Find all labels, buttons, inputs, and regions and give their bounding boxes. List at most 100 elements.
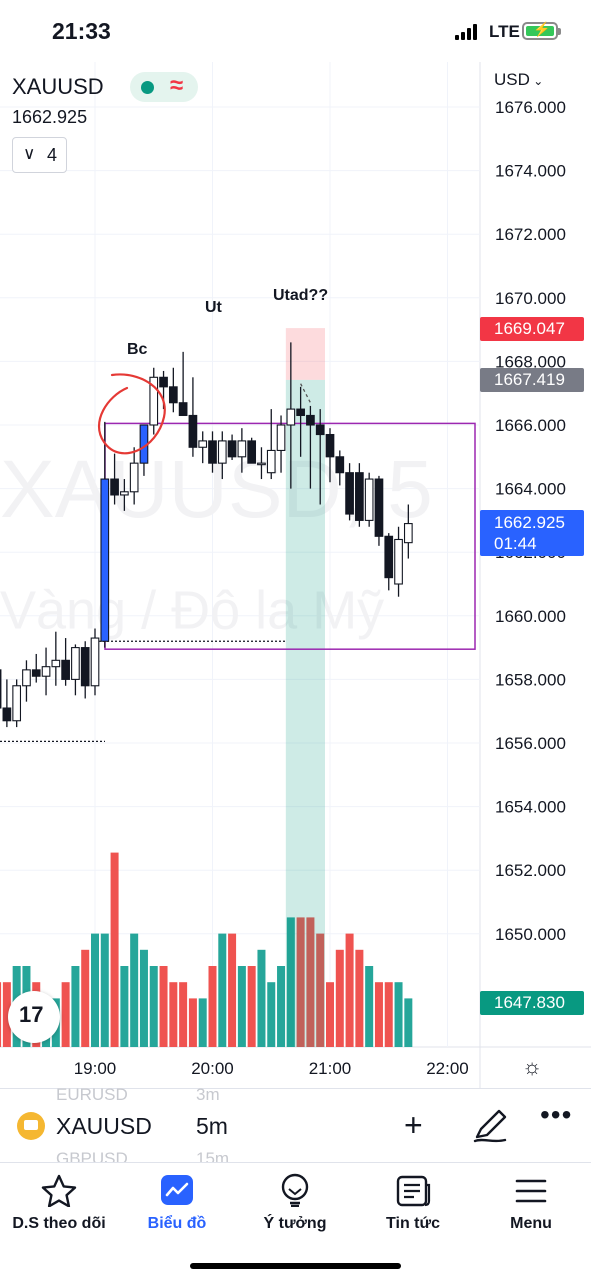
tab-label: Ý tưởng (263, 1215, 327, 1232)
volume-bar (237, 966, 246, 1047)
volume-bar (149, 966, 158, 1047)
chart-icon (161, 1175, 193, 1205)
tab-ideas[interactable]: Ý tưởng (236, 1169, 354, 1239)
currency-label: USD (494, 70, 530, 89)
price-tick-label: 1672.000 (495, 225, 566, 244)
tab-label: Tin tức (386, 1215, 440, 1232)
candle-body (364, 478, 374, 521)
price-chart[interactable]: 1676.000 1674.000 1672.000 1670.000 1668.000… (0, 62, 591, 1088)
tab-chart[interactable]: Biểu đồ (118, 1169, 236, 1239)
volume-bar (296, 917, 305, 1047)
candle-body (71, 647, 80, 680)
network-label: LTE (489, 22, 520, 41)
candle-body (90, 637, 100, 687)
symbol-selector[interactable]: XAUUSD (56, 1113, 152, 1139)
price-tick-label: 1668.000 (495, 352, 566, 371)
pen-icon (473, 1109, 507, 1143)
volume-bar (345, 933, 354, 1047)
market-open-icon (141, 81, 154, 94)
candle-body (61, 659, 70, 680)
volume-bar (71, 966, 80, 1047)
gear-icon[interactable]: ☼ (522, 1054, 543, 1079)
volume-bar (2, 982, 11, 1047)
tab-menu[interactable]: Menu (472, 1169, 590, 1239)
candle-body (266, 449, 276, 474)
candle-body (51, 659, 61, 668)
candle-body (345, 472, 354, 515)
price-tick-label: 1676.000 (495, 98, 566, 117)
timeframe-selector[interactable]: 5m (196, 1113, 228, 1139)
volume-bar (198, 998, 207, 1047)
candle-body (325, 433, 335, 458)
candle-body (12, 685, 22, 722)
prev-timeframe-ghost: 3m (196, 1085, 220, 1104)
add-indicator-button[interactable]: + (404, 1107, 423, 1143)
candle-body (374, 478, 384, 537)
candle-body (335, 456, 345, 474)
annotation-utad: Utad?? (273, 287, 328, 304)
candle-body (394, 538, 403, 585)
volume-bar (110, 852, 119, 1047)
hand-drawn-circle (97, 373, 166, 455)
candle-body (247, 440, 257, 464)
volume-bar (394, 982, 403, 1047)
candle-body (188, 414, 198, 448)
more-options-button[interactable]: ••• (540, 1099, 573, 1130)
candle-body (110, 478, 119, 496)
volume-bar (130, 933, 139, 1047)
candle-body (306, 414, 315, 426)
signal-icon (455, 24, 481, 40)
target-zone (285, 379, 325, 1047)
annotation-bc: Bc (127, 341, 148, 358)
prev-symbol-ghost: EURUSD (56, 1085, 128, 1104)
indicators-toggle-button[interactable]: ∨ 4 (12, 137, 67, 173)
price-tick-label: 1654.000 (495, 798, 566, 817)
candle-body (257, 462, 266, 466)
price-tick-label: 1670.000 (495, 289, 566, 308)
last-price: 1662.925 (494, 513, 565, 532)
candle-body (237, 440, 247, 458)
volume-bar (316, 933, 325, 1047)
tradingview-logo[interactable]: 17 (8, 991, 60, 1043)
drawing-tools-button[interactable] (473, 1107, 507, 1145)
volume-bar (81, 949, 90, 1047)
tab-watchlist[interactable]: D.S theo dõi (0, 1169, 118, 1239)
candle-body (227, 440, 237, 458)
chevron-down-icon: ⌄ (529, 74, 544, 88)
hamburger-icon (515, 1179, 547, 1203)
volume-bar (179, 982, 188, 1047)
candle-body (296, 408, 305, 417)
delayed-data-icon: ≈ (170, 72, 184, 99)
tab-news[interactable]: Tin tức (354, 1169, 472, 1239)
volume-bar (355, 949, 364, 1047)
currency-button[interactable]: USD ⌄ (494, 70, 543, 90)
chart-area[interactable]: 1676.000 1674.000 1672.000 1670.000 1668.000… (0, 62, 591, 1088)
candle-body (100, 478, 110, 642)
candle-body (286, 408, 296, 426)
volume-bar (306, 917, 315, 1047)
watermark-description: Vàng / Đô la Mỹ (0, 581, 384, 641)
status-time: 21:33 (52, 18, 111, 44)
candle-body (41, 666, 51, 677)
tab-label: Biểu đồ (147, 1215, 207, 1232)
market-status-badge[interactable]: ≈ (130, 72, 198, 102)
last-price-tag: 1662.925 01:44 (480, 510, 584, 556)
candle-body (31, 669, 41, 677)
time-tick-label: 19:00 (74, 1059, 117, 1078)
volume-bar (61, 982, 70, 1047)
volume-bar (188, 998, 197, 1047)
volume-bar (139, 949, 148, 1047)
stop-loss-zone (285, 328, 325, 380)
volume-bar (326, 982, 334, 1047)
candle-body (129, 462, 139, 493)
symbol-title[interactable]: XAUUSD (12, 74, 104, 99)
target-price-tag: 1647.830 (480, 991, 584, 1015)
tv-logo-icon: 17 (19, 1002, 44, 1027)
price-tick-label: 1664.000 (495, 480, 566, 499)
volume-bar (169, 982, 178, 1047)
header-price: 1662.925 (12, 107, 88, 127)
volume-bar (365, 966, 374, 1047)
tab-label: D.S theo dõi (12, 1215, 106, 1232)
annotation-ut: Ut (205, 299, 223, 316)
star-icon (41, 1174, 77, 1207)
